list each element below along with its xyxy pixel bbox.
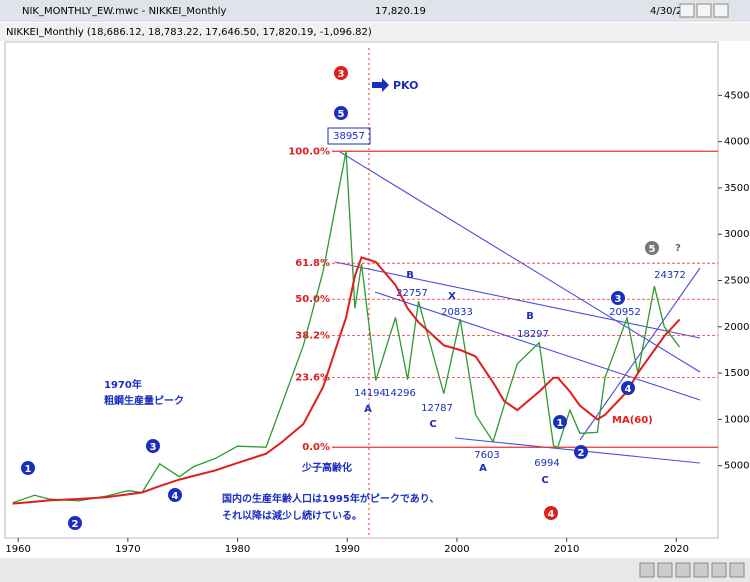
wave-circle <box>611 291 625 305</box>
x-tick-label: 1990 <box>335 544 360 555</box>
toolbar <box>0 558 750 582</box>
fib-label: 23.6% <box>295 372 330 383</box>
fib-label: 38.2% <box>295 330 330 341</box>
wave-label: 1 <box>25 464 32 475</box>
wave-label: ? <box>675 243 681 254</box>
window-title: NIK_MONTHLY_EW.mwc - NIKKEI_Monthly <box>22 6 227 17</box>
peak-box <box>327 127 371 145</box>
wave-label: 4 <box>172 491 179 502</box>
wave-circle <box>68 516 82 530</box>
wave-label: 4 <box>548 509 555 520</box>
wave-label: C <box>541 475 548 486</box>
price-label: 14194 <box>354 388 386 399</box>
price-label: 20833 <box>441 307 473 318</box>
subtitle: NIKKEI_Monthly (18,686.12, 18,783.22, 17,… <box>6 27 372 38</box>
price-label: 20952 <box>609 307 641 318</box>
toolbar-button[interactable] <box>711 562 727 578</box>
annotation: 国内の生産年齢人口は1995年がピークであり、 <box>222 492 439 505</box>
wave-label: 5 <box>338 109 345 120</box>
close-button[interactable] <box>713 3 729 18</box>
price-label: 14296 <box>384 388 416 399</box>
x-tick-label: 2020 <box>664 544 689 555</box>
wave-circle <box>21 461 35 475</box>
price-label: 7603 <box>474 450 499 461</box>
wave-label: A <box>364 404 372 415</box>
wave-circle <box>544 506 558 520</box>
title-bar <box>0 0 750 22</box>
annotation: PKO <box>393 79 418 92</box>
wave-circle <box>334 106 348 120</box>
wave-label: 5 <box>649 244 656 255</box>
wave-label: 2 <box>578 448 585 459</box>
x-tick-label: 1980 <box>225 544 250 555</box>
wave-circle <box>645 241 659 255</box>
y-tick-label: 45000 <box>724 90 750 101</box>
y-tick-label: 5000 <box>724 461 749 472</box>
toolbar-button[interactable] <box>675 562 691 578</box>
wave-label: 3 <box>150 442 157 453</box>
x-tick-label: 2000 <box>444 544 469 555</box>
wave-circle <box>334 66 348 80</box>
wave-label: 2 <box>72 519 79 530</box>
plot-area <box>4 41 719 539</box>
annotation: 粗鋼生産量ピーク <box>104 394 184 407</box>
wave-label: 3 <box>615 294 622 305</box>
toolbar-button[interactable] <box>729 562 745 578</box>
annotation: 1970年 <box>104 378 142 391</box>
y-tick-label: 15000 <box>724 368 750 379</box>
last-price: 17,820.19 <box>375 6 426 17</box>
y-tick-label: 25000 <box>724 276 750 287</box>
wave-circle <box>553 415 567 429</box>
wave-label: C <box>429 419 436 430</box>
wave-label: 1 <box>557 418 564 429</box>
wave-circle <box>146 439 160 453</box>
toolbar-button[interactable] <box>639 562 655 578</box>
minimize-button[interactable] <box>679 3 695 18</box>
series-line <box>12 151 681 504</box>
x-tick-label: 1960 <box>5 544 30 555</box>
price-label: 22757 <box>396 288 428 299</box>
fib-label: 50.0% <box>295 294 330 305</box>
y-tick-label: 30000 <box>724 229 750 240</box>
price-label: 24372 <box>654 270 686 281</box>
y-tick-label: 40000 <box>724 137 750 148</box>
wave-label: B <box>406 270 414 281</box>
toolbar-button[interactable] <box>693 562 709 578</box>
fib-label: 61.8% <box>295 258 330 269</box>
fib-label: 100.0% <box>288 146 330 157</box>
pko-arrow <box>372 78 389 92</box>
trend-line <box>334 261 701 339</box>
wave-label: 3 <box>338 69 345 80</box>
date: 4/30/20 <box>650 6 689 17</box>
x-tick-label: 1970 <box>115 544 140 555</box>
wave-label: B <box>526 311 534 322</box>
wave-circle <box>574 445 588 459</box>
wave-label: A <box>479 463 487 474</box>
wave-circle <box>621 381 635 395</box>
price-label: 6994 <box>534 458 559 469</box>
wave-circle <box>168 488 182 502</box>
series-line <box>12 256 681 505</box>
wave-label: X <box>448 291 456 302</box>
y-tick-label: 20000 <box>724 322 750 333</box>
annotation: 少子高齢化 <box>301 461 352 474</box>
y-tick-label: 10000 <box>724 414 750 425</box>
price-label: 12787 <box>421 403 453 414</box>
fib-label: 0.0% <box>302 442 330 453</box>
trend-line <box>374 291 701 401</box>
subtitle-bar <box>0 23 750 41</box>
price-label: 38957 <box>333 131 365 142</box>
y-tick-label: 35000 <box>724 183 750 194</box>
x-tick-label: 2010 <box>554 544 579 555</box>
annotation: それ以降は減少し続けている。 <box>222 509 362 522</box>
price-label: 18297 <box>517 329 549 340</box>
maximize-button[interactable] <box>696 3 712 18</box>
ohlc: (18,686.12, 18,783.22, 17,646.50, 17,820… <box>87 27 372 38</box>
toolbar-button[interactable] <box>657 562 673 578</box>
wave-label: 4 <box>625 384 632 395</box>
series-name: NIKKEI_Monthly <box>6 27 84 38</box>
ma-label: MA(60) <box>612 415 653 426</box>
